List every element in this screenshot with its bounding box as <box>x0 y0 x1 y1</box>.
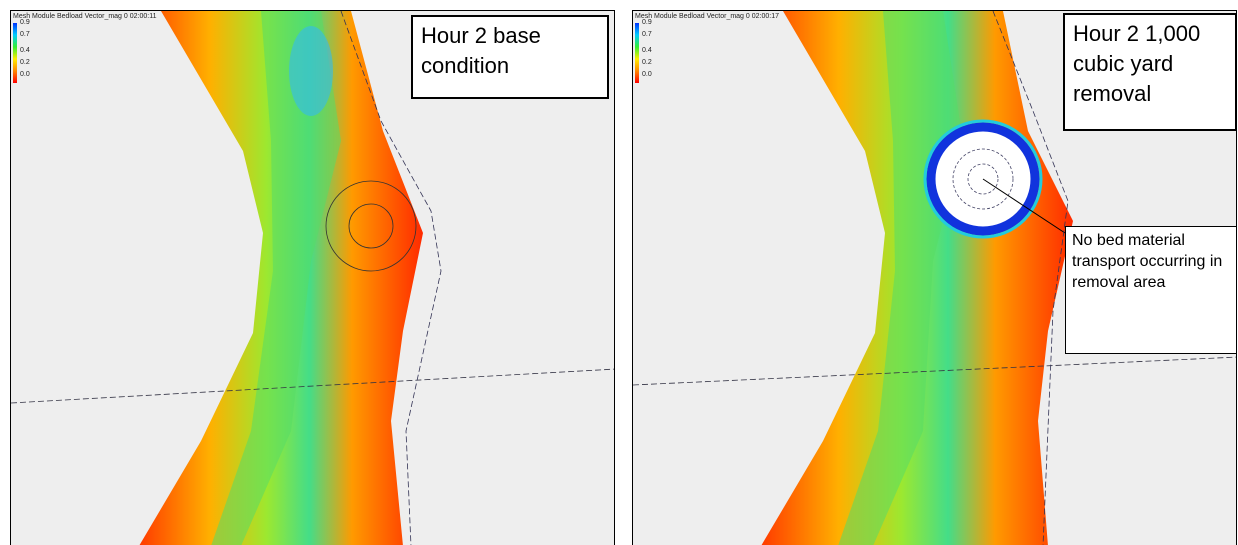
header: Mesh Module Bedload Vector_mag 0 02:00:1… <box>635 13 779 20</box>
legend-label: 0.0 <box>642 71 652 78</box>
page: Mesh Module Bedload Vector_mag 0 02:00:1… <box>0 0 1238 545</box>
header: Mesh Module Bedload Vector_mag 0 02:00:1… <box>13 13 156 20</box>
legend-label: 0.9 <box>642 19 652 26</box>
annotation-box: No bed material transport occurring in r… <box>1065 226 1237 354</box>
label-box: Hour 2 1,000 cubic yard removal <box>1063 13 1237 131</box>
fast-zone <box>289 26 333 116</box>
legend-label: 0.4 <box>642 47 652 54</box>
color-bar <box>635 23 639 83</box>
label-box: Hour 2 base condition <box>411 15 609 99</box>
legend-label: 0.9 <box>20 19 30 26</box>
legend-label: 0.7 <box>642 31 652 38</box>
right-panel: Mesh Module Bedload Vector_mag 0 02:00:1… <box>632 10 1237 545</box>
legend-label: 0.0 <box>20 71 30 78</box>
color-bar <box>13 23 17 83</box>
left-panel: Mesh Module Bedload Vector_mag 0 02:00:1… <box>10 10 615 545</box>
legend-label: 0.7 <box>20 31 30 38</box>
legend-label: 0.2 <box>20 59 30 66</box>
legend-label: 0.4 <box>20 47 30 54</box>
legend-label: 0.2 <box>642 59 652 66</box>
